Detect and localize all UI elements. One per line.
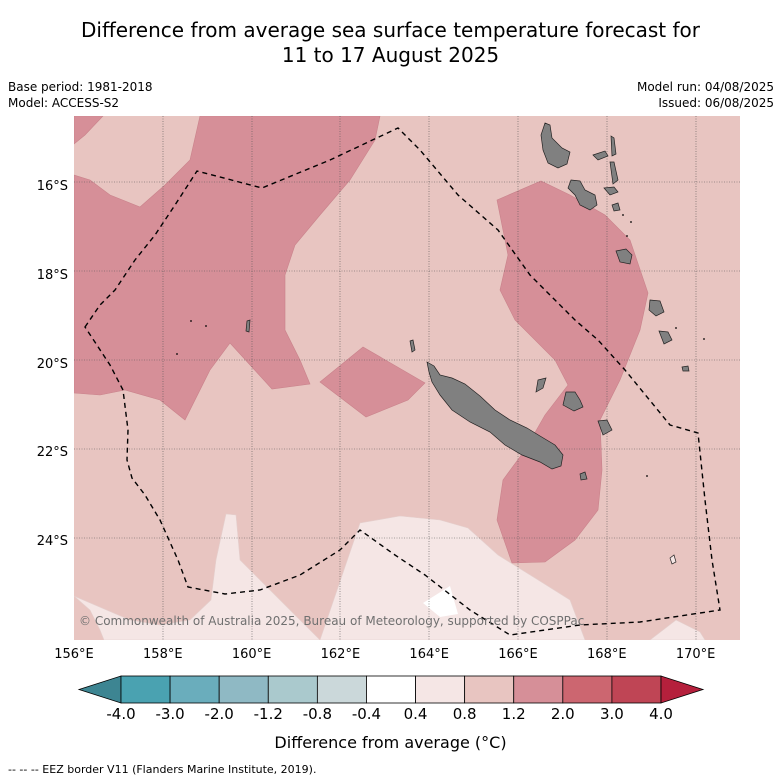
colorbar-over-arrow <box>660 675 705 704</box>
loyalty-island-ouvea <box>535 377 547 393</box>
colorbar-segment <box>366 675 416 704</box>
anomaly-0.4-0.8-south <box>74 513 321 640</box>
colorbar-segment <box>562 675 613 704</box>
new-caledonia-landmass <box>426 361 564 470</box>
meta-right: Model run: 04/08/2025 Issued: 06/08/2025 <box>637 79 774 111</box>
gridlines <box>74 116 740 640</box>
colorbar-segment <box>415 675 466 704</box>
latitude-tick-label: 24°S <box>36 534 68 550</box>
vanuatu-efate <box>615 248 633 265</box>
colorbar-tick-label: -0.4 <box>351 705 382 723</box>
latitude-tick-label: 16°S <box>36 179 68 195</box>
colorbar-tick-label: 0.4 <box>403 705 428 723</box>
latitude-tick-label: 18°S <box>36 267 68 283</box>
vanuatu-ambrym <box>603 186 619 196</box>
vanuatu-espiritu-santo <box>540 122 571 169</box>
map-area <box>74 116 740 640</box>
title-line-2: 11 to 17 August 2025 <box>281 43 500 67</box>
colorbar-tick-label: 1.2 <box>501 705 526 723</box>
vanuatu-maewo <box>610 135 617 157</box>
longitude-tick-label: 164°E <box>409 647 449 662</box>
copyright-notice: © Commonwealth of Australia 2025, Bureau… <box>79 614 585 628</box>
colorbar-tick-label: 2.0 <box>550 705 575 723</box>
anomaly-0.4-0.8-southeast <box>649 619 706 640</box>
latitude-tick-label: 22°S <box>36 445 68 461</box>
colorbar-segment <box>464 675 515 704</box>
anomaly-0.4-0.8-south-central <box>319 515 586 640</box>
eez-legend-note: -- -- -- EEZ border V11 (Flanders Marine… <box>8 763 317 776</box>
colorbar-segment <box>120 675 171 704</box>
issued-date: Issued: 06/08/2025 <box>658 96 774 110</box>
vanuatu-erromango <box>648 299 665 317</box>
colorbar-segment <box>267 675 318 704</box>
anomaly-neutral-patch <box>423 586 458 617</box>
vanuatu-ambae <box>592 150 609 161</box>
belep-island <box>409 339 416 353</box>
colorbar-tick-label: -3.0 <box>155 705 185 723</box>
colorbar-tick-label: 0.8 <box>452 705 477 723</box>
colorbar-segment <box>316 675 367 704</box>
anomaly-1.2-2.0-nw-corner <box>74 116 104 145</box>
anomaly-1.2-2.0-east <box>496 180 649 564</box>
loyalty-island-lifou <box>562 391 584 412</box>
vanuatu-aneityum <box>681 365 690 372</box>
colorbar-tick-label: -0.8 <box>302 705 332 723</box>
chart-title: Difference from average sea surface temp… <box>0 18 781 68</box>
colorbar-tick-label: 3.0 <box>599 705 624 723</box>
colorbar <box>77 675 705 704</box>
land-masses <box>245 122 690 565</box>
vanuatu-tanna <box>658 330 673 345</box>
vanuatu-malakula <box>567 179 598 211</box>
colorbar-under-arrow <box>77 675 122 704</box>
isle-of-pines <box>579 471 588 481</box>
anomaly-1.2-2.0-central <box>319 346 426 418</box>
colorbar-tick-label: 4.0 <box>649 705 673 723</box>
longitude-tick-label: 156°E <box>54 647 94 662</box>
base-period: Base period: 1981-2018 <box>8 80 153 94</box>
longitude-tick-label: 166°E <box>498 647 538 662</box>
anomaly-1.2-2.0-west <box>74 116 381 421</box>
longitude-tick-label: 170°E <box>675 647 716 662</box>
longitude-tick-label: 158°E <box>143 647 183 662</box>
model-run: Model run: 04/08/2025 <box>636 80 774 94</box>
colorbar-tick-label: -1.2 <box>253 705 283 723</box>
longitude-tick-label: 168°E <box>587 647 627 662</box>
small-islet-west <box>245 319 251 333</box>
colorbar-segment <box>169 675 220 704</box>
vanuatu-epi <box>611 202 621 212</box>
colorbar-segment <box>218 675 269 704</box>
colorbar-tick-label: -2.0 <box>204 705 234 723</box>
matthew-island <box>669 554 677 565</box>
colorbar-segment <box>611 675 662 704</box>
tiny-islets <box>176 214 705 477</box>
meta-left: Base period: 1981-2018 Model: ACCESS-S2 <box>8 79 153 111</box>
eez-border <box>84 127 721 636</box>
colorbar-tick-label: -4.0 <box>106 705 136 723</box>
longitude-tick-label: 162°E <box>320 647 361 662</box>
colorbar-label: Difference from average (°C) <box>274 733 507 752</box>
model-name: Model: ACCESS-S2 <box>8 96 120 110</box>
title-line-1: Difference from average sea surface temp… <box>80 18 700 42</box>
colorbar-segment <box>513 675 564 704</box>
latitude-tick-label: 20°S <box>36 356 68 372</box>
vanuatu-pentecost <box>609 161 619 185</box>
loyalty-island-mare <box>597 419 613 436</box>
longitude-tick-label: 160°E <box>231 647 272 662</box>
